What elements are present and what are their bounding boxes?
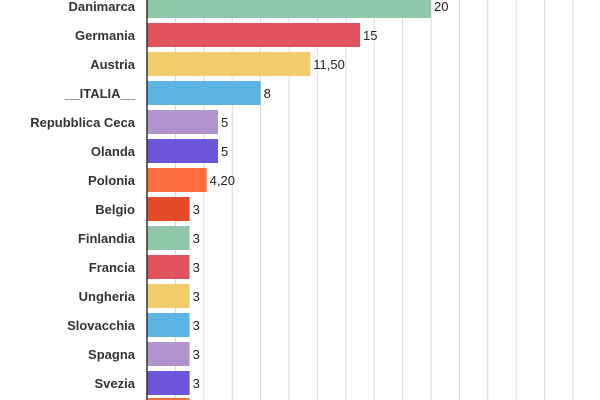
- bar: [147, 342, 190, 366]
- bar: [147, 168, 207, 192]
- value-label: 3: [193, 347, 200, 362]
- value-label: 15: [363, 28, 377, 43]
- category-label: Ungheria: [79, 289, 136, 304]
- bar: [147, 52, 311, 76]
- category-label: Germania: [75, 28, 136, 43]
- value-label: 5: [221, 144, 228, 159]
- value-label: 3: [193, 231, 200, 246]
- category-labels: Danimarca Germania Austria __ITALIA__ Repubb…: [30, 0, 136, 391]
- bars-group: [147, 0, 431, 400]
- category-label: Polonia: [88, 173, 136, 188]
- bar-partial: [147, 398, 190, 400]
- value-label: 3: [193, 318, 200, 333]
- value-label: 11,50: [313, 57, 345, 72]
- category-label: Slovacchia: [67, 318, 136, 333]
- bar: [147, 0, 431, 18]
- category-label: Olanda: [91, 144, 136, 159]
- value-label: 4,20: [210, 173, 235, 188]
- category-label: Danimarca: [69, 0, 136, 14]
- category-label: Finlandia: [78, 231, 136, 246]
- value-label: 3: [193, 260, 200, 275]
- value-label: 3: [193, 202, 200, 217]
- bar: [147, 284, 190, 308]
- bar: [147, 81, 261, 105]
- value-label: 5: [221, 115, 228, 130]
- bar: [147, 110, 218, 134]
- value-label: 3: [193, 376, 200, 391]
- category-label: Svezia: [95, 376, 136, 391]
- bar: [147, 226, 190, 250]
- category-label: Francia: [89, 260, 136, 275]
- grid-lines: [174, 0, 574, 400]
- category-label: Spagna: [88, 347, 136, 362]
- category-label: Austria: [90, 57, 136, 72]
- bar: [147, 197, 190, 221]
- value-labels: 20 15 11,50 8 5 5 4,20 3 3 3 3 3 3 3: [193, 0, 449, 391]
- category-label: __ITALIA__: [64, 86, 136, 101]
- value-label: 20: [434, 0, 448, 14]
- bar: [147, 23, 360, 47]
- bar: [147, 255, 190, 279]
- category-label: Repubblica Ceca: [30, 115, 136, 130]
- bar: [147, 371, 190, 395]
- bar: [147, 313, 190, 337]
- category-label: Belgio: [95, 202, 135, 217]
- value-label: 3: [193, 289, 200, 304]
- value-label: 8: [264, 86, 271, 101]
- bar: [147, 139, 218, 163]
